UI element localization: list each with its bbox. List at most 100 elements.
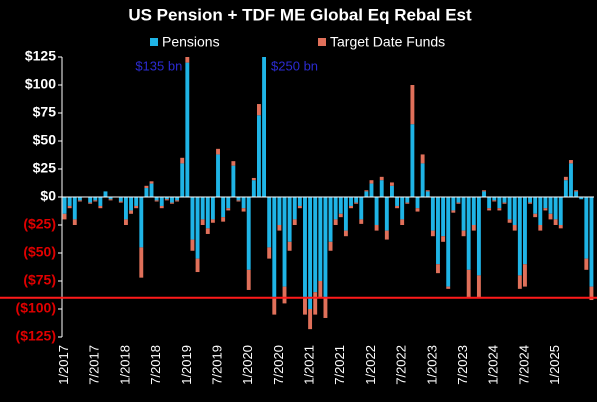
x-tick-label: 1/2017 [56, 345, 71, 385]
bar [379, 176, 384, 181]
bar [395, 205, 400, 209]
bar [584, 258, 589, 270]
y-tick-label: $25 [33, 160, 57, 176]
bar [292, 197, 297, 220]
bar [72, 197, 77, 220]
x-tick-label: 1/2018 [117, 345, 132, 385]
bar [144, 185, 149, 189]
bar [338, 197, 343, 214]
bar [180, 163, 185, 197]
bar [476, 275, 481, 298]
bar [190, 197, 195, 240]
bar [323, 197, 328, 298]
bar [400, 197, 405, 220]
x-tick-label: 7/2019 [209, 345, 224, 385]
bar [507, 197, 512, 220]
bar [195, 197, 200, 259]
bar [415, 208, 420, 212]
bar [77, 200, 82, 202]
bar [256, 104, 261, 116]
bar [272, 197, 277, 298]
bar [446, 286, 451, 289]
x-tick-label: 7/2023 [455, 345, 470, 385]
bar [446, 197, 451, 287]
bar [292, 219, 297, 225]
bar [400, 219, 405, 225]
bar [93, 200, 98, 202]
bar [267, 197, 272, 248]
bar [216, 154, 220, 197]
bar [349, 197, 353, 206]
legend-label: Pensions [162, 34, 220, 50]
y-tick-label: $75 [33, 104, 57, 120]
bar [497, 208, 502, 211]
bar [466, 197, 471, 270]
bar [241, 208, 246, 212]
bar [420, 163, 425, 197]
bar [471, 225, 476, 231]
bar [589, 197, 594, 287]
bar [497, 197, 502, 209]
bar [538, 197, 543, 225]
bar [482, 190, 486, 192]
bar [517, 197, 522, 276]
bar [277, 225, 282, 231]
legend-swatch [150, 38, 158, 46]
bar [502, 197, 507, 203]
bar [410, 85, 415, 125]
bar [384, 197, 389, 231]
y-tick-label: $50 [33, 132, 57, 148]
x-tick-label: 1/2023 [424, 345, 439, 385]
bar [364, 191, 369, 197]
bar [574, 191, 579, 197]
bar [420, 154, 425, 164]
bar [405, 197, 410, 203]
bar [487, 197, 492, 209]
bar [579, 197, 584, 200]
bar [118, 197, 123, 202]
bar [528, 202, 533, 204]
bar [134, 197, 139, 206]
bar [277, 197, 282, 225]
y-tick-label: $0 [40, 188, 56, 204]
bar [149, 183, 154, 197]
bar [297, 197, 302, 206]
bar [343, 230, 348, 237]
bar [256, 115, 261, 197]
bar [170, 197, 174, 203]
bar [103, 191, 108, 197]
bar [461, 197, 466, 231]
bar [98, 197, 103, 206]
bar [88, 197, 93, 203]
bar [251, 180, 256, 197]
bar [569, 163, 573, 197]
plot-area [62, 57, 594, 330]
bar [159, 205, 164, 209]
bar [88, 202, 93, 204]
bar [533, 197, 538, 214]
bar [180, 157, 185, 164]
y-tick-label: ($75) [23, 272, 56, 288]
bar [175, 200, 180, 202]
bar [205, 228, 210, 234]
bar [384, 230, 389, 240]
bar [205, 197, 210, 229]
annotation: $250 bn [271, 58, 318, 73]
bar [374, 197, 379, 225]
bar [108, 199, 113, 201]
bar [395, 197, 400, 206]
bar [436, 197, 440, 265]
bar [410, 124, 415, 197]
bar [328, 197, 333, 242]
bar [221, 197, 226, 218]
x-tick-label: 1/2021 [302, 345, 317, 385]
annotation: $135 bn [135, 58, 182, 73]
bar [118, 201, 123, 203]
bar [492, 197, 497, 201]
y-tick-label: $100 [25, 76, 56, 92]
bar [200, 197, 205, 220]
bar [589, 286, 594, 301]
bar [221, 217, 226, 222]
bar [108, 197, 113, 200]
